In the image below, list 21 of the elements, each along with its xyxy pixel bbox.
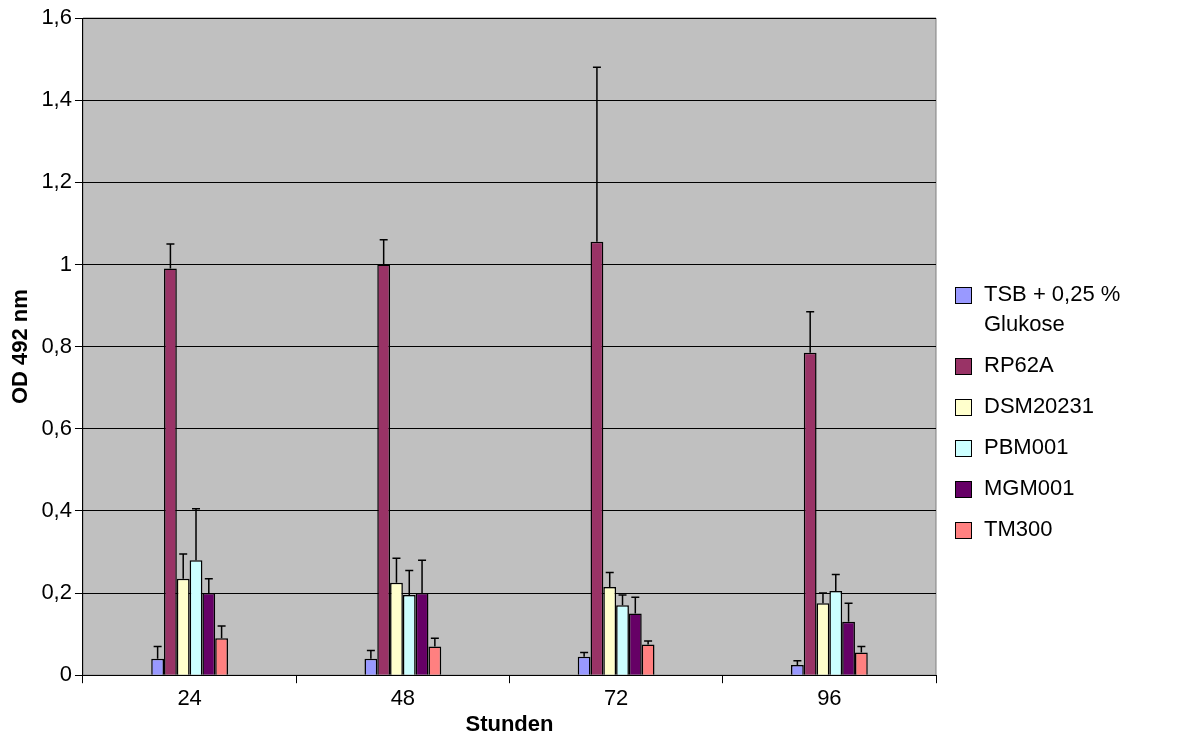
y-axis-title: OD 492 nm bbox=[7, 289, 33, 405]
y-tick-label: 1,2 bbox=[41, 168, 72, 194]
y-tick-label: 1,4 bbox=[41, 86, 72, 112]
legend-label: RP62A bbox=[984, 351, 1054, 379]
y-tick-label: 0 bbox=[59, 661, 72, 687]
legend-label: PBM001 bbox=[984, 433, 1069, 461]
y-tick-label: 0,2 bbox=[41, 579, 72, 605]
y-tick-label: 0,6 bbox=[41, 414, 72, 440]
legend-label: TSB + 0,25 % Glukose bbox=[984, 280, 1122, 338]
legend-label: DSM20231 bbox=[984, 392, 1095, 420]
y-tick-label: 0,4 bbox=[41, 496, 72, 522]
y-tick-label: 1,6 bbox=[41, 4, 72, 30]
x-axis-title: Stunden bbox=[465, 710, 554, 736]
legend-label: TM300 bbox=[984, 515, 1053, 543]
y-tick-label: 0,8 bbox=[41, 332, 72, 358]
x-tick-label: 72 bbox=[603, 685, 629, 711]
x-tick-label: 24 bbox=[177, 685, 202, 711]
y-tick-label: 1 bbox=[59, 250, 72, 276]
x-tick-label: 48 bbox=[390, 685, 416, 711]
legend-label: MGM001 bbox=[984, 474, 1075, 502]
x-tick-label: 96 bbox=[817, 685, 842, 711]
